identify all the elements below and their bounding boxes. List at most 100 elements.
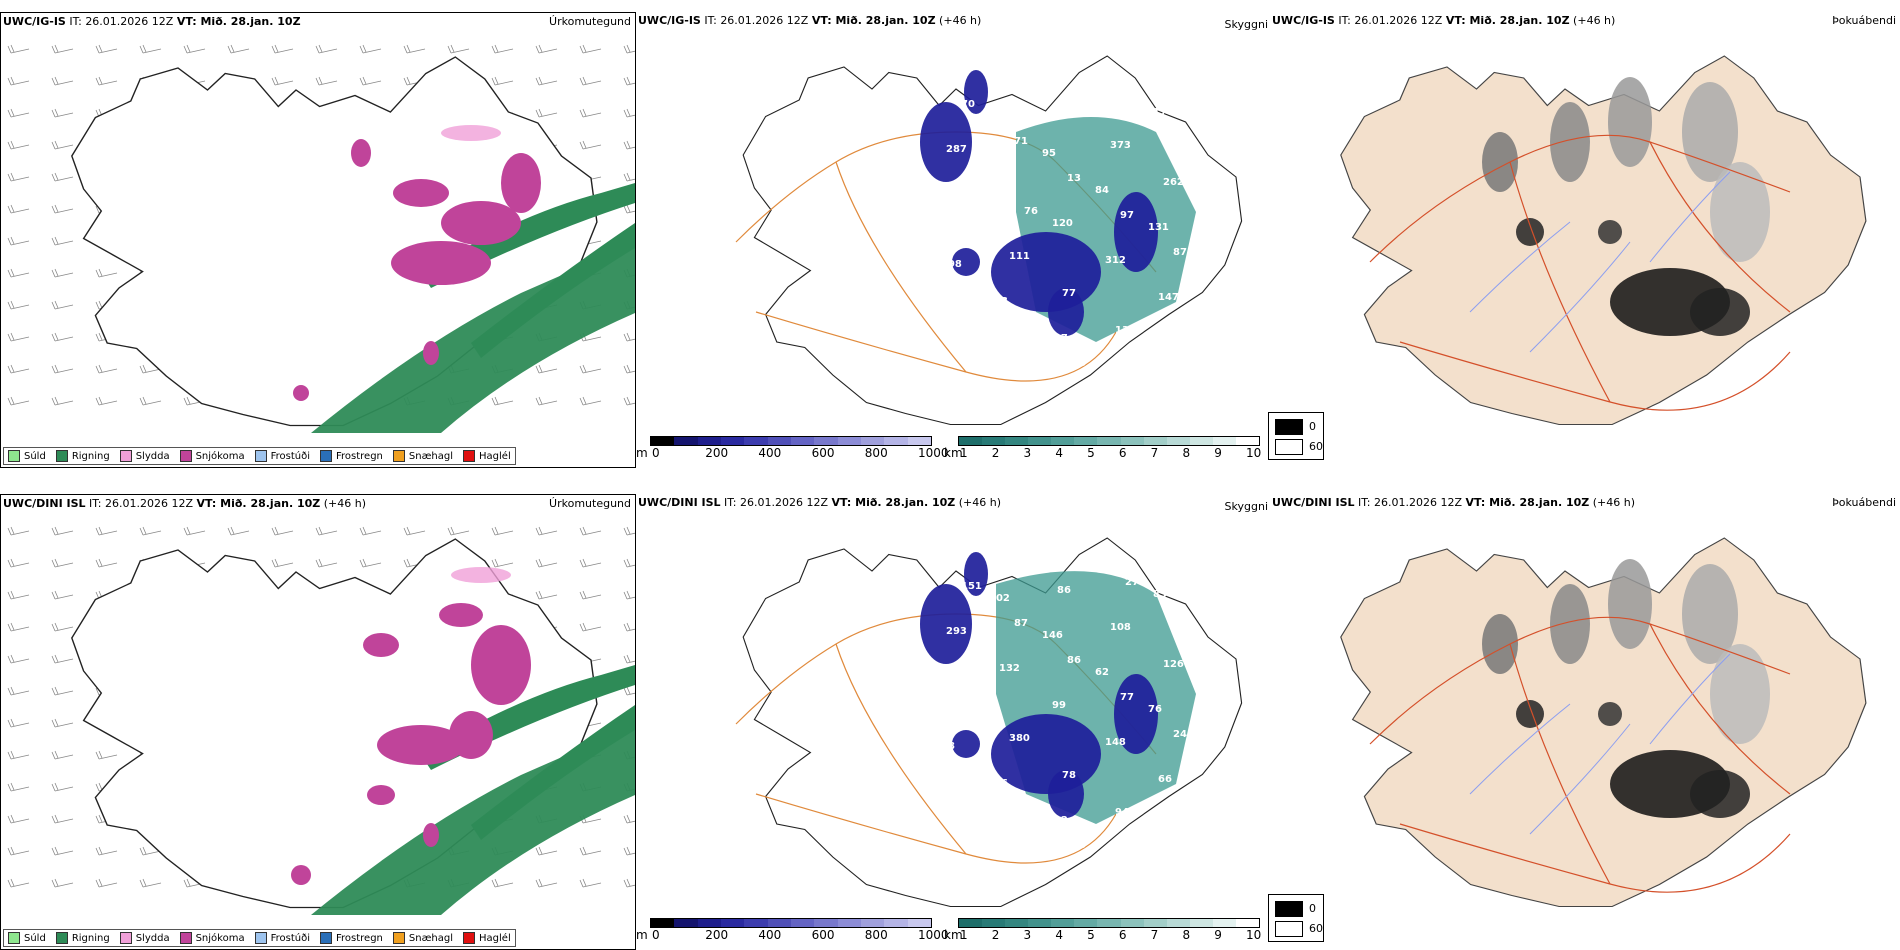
colorbar-tick: 2 — [991, 446, 1000, 460]
colorbar-tick: 9 — [1214, 446, 1222, 460]
colorbar-tick: 7 — [1150, 446, 1159, 460]
precip-map — [7, 526, 635, 915]
cloudbase-value: 120 — [1052, 218, 1073, 229]
colorbar-tick: 2 — [991, 928, 1000, 942]
cloudbase-value: 87 — [956, 696, 970, 707]
cloudbase-value: 293 — [946, 626, 967, 637]
colorbar-strip — [958, 918, 1260, 928]
legend-label: Snjókoma — [195, 932, 245, 944]
cloudbase-value: 77 — [1062, 288, 1076, 299]
legend-label: Frostregn — [336, 450, 383, 462]
cloudbase-value: 102 — [1047, 815, 1068, 826]
legend-label: Slydda — [135, 932, 170, 944]
colorbar-tick: 3 — [1023, 928, 1032, 942]
colorbar-tick: 400 — [758, 446, 782, 460]
cloudbase-value: 86 — [1057, 585, 1071, 596]
cloudbase-value: 94 — [1115, 807, 1129, 818]
legend-item: Frostregn — [320, 932, 383, 944]
cloudbase-value: 68 — [1168, 844, 1182, 855]
legend-swatch — [55, 932, 68, 944]
legend-swatch — [119, 450, 132, 462]
cloudbase-value: 215 — [1019, 803, 1040, 814]
cloud-title: Skyggni — [1224, 18, 1268, 31]
cloudbase-value: 8 — [966, 284, 973, 295]
cloudbase-value: 4 — [1019, 321, 1026, 332]
legend-swatch — [179, 450, 192, 462]
colorbar-tick: 400 — [758, 928, 782, 942]
cloudbase-value: 131 — [1148, 222, 1169, 233]
cloudbase-value: 71 — [1014, 136, 1028, 147]
cloudbase-value: 101 — [1004, 366, 1025, 377]
legend-item: Frostregn — [320, 450, 383, 462]
fog-header: UWC/IG-IS IT: 26.01.2026 12Z VT: Mið. 28… — [1272, 14, 1616, 27]
legend-label: Frostúði — [270, 932, 310, 944]
fog-panel-igis: UWC/IG-IS IT: 26.01.2026 12Z VT: Mið. 28… — [1270, 12, 1900, 466]
legend-item: Súld — [8, 450, 46, 462]
colorbar-tick: 0 — [652, 446, 660, 460]
cloudbase-value: 66 — [936, 74, 950, 85]
cloudbase-value: 170 — [1153, 107, 1174, 118]
cloudbase-value: 107 — [1047, 333, 1068, 344]
colorbar-tick: 10 — [1246, 928, 1262, 942]
colorbar-strip — [958, 436, 1260, 446]
cloudbase-value: 77 — [1120, 692, 1134, 703]
colorbar-tick: 1000 — [918, 928, 949, 942]
cloudbase-value: 18 — [971, 169, 985, 180]
model-name: UWC/IG-IS — [3, 15, 66, 28]
legend-item: Haglél — [463, 932, 511, 944]
cloudbase-value: 97 — [1120, 210, 1134, 221]
cloud-panel-igis: UWC/IG-IS IT: 26.01.2026 12Z VT: Mið. 28… — [636, 12, 1272, 466]
legend-item: Frostúði — [254, 932, 310, 944]
fog-legend: 0 60 — [1268, 894, 1324, 942]
legend-label: Haglél — [479, 450, 511, 462]
cloudbase-value: 87 — [1173, 247, 1187, 258]
colorbar-unit: km — [944, 928, 963, 942]
cloudbase-value: 63 — [936, 556, 950, 567]
cloudbase-value: 57 — [1125, 95, 1139, 106]
precip-panel-dini: UWC/DINI ISL IT: 26.01.2026 12Z VT: Mið.… — [0, 494, 636, 950]
legend-label: Frostregn — [336, 932, 383, 944]
colorbar-tick: 8 — [1182, 928, 1191, 942]
cloudbase-value: 56 — [1100, 370, 1114, 381]
legend-item: Frostúði — [254, 450, 310, 462]
colorbar-tick: 800 — [864, 446, 888, 460]
cloudbase-value: 66 — [1158, 774, 1172, 785]
colorbar-tick: 200 — [705, 446, 729, 460]
precip-header: UWC/IG-IS IT: 26.01.2026 12Z VT: Mið. 28… — [3, 15, 301, 28]
legend-label: Súld — [24, 932, 46, 944]
colorbar-unit: m — [636, 928, 648, 942]
colorbar-tick: 7 — [1150, 928, 1159, 942]
cloudbase-value: 83 — [1153, 589, 1167, 600]
cloudbase-value: 27 — [1125, 577, 1139, 588]
cloudbase-value: 56 — [1072, 358, 1086, 369]
colorbar-tick: 0 — [652, 928, 660, 942]
cloudbase-value: 287 — [946, 144, 967, 155]
colorbar-tick: 9 — [1214, 928, 1222, 942]
cloudbase-value: 151 — [961, 581, 982, 592]
cloudbase-value: 312 — [1105, 255, 1126, 266]
cloudbase-value: 147 — [1158, 292, 1179, 303]
precip-header: UWC/DINI ISL IT: 26.01.2026 12Z VT: Mið.… — [3, 497, 367, 510]
cloudbase-value: 62 — [1095, 667, 1109, 678]
colorbar-tick: 5 — [1087, 446, 1095, 460]
legend-swatch — [392, 932, 405, 944]
cloud-title: Skyggni — [1224, 500, 1268, 513]
cloudbase-value: 93 — [994, 296, 1008, 307]
legend-label: Frostúði — [270, 450, 310, 462]
legend-item: Rigning — [55, 450, 110, 462]
colorbar-tick: 3 — [1023, 446, 1032, 460]
cloud-map: 6666958413129893107561702876112031214710… — [735, 55, 1243, 426]
cloudbase-value: 300 — [956, 214, 977, 225]
cloudbase-value: 78 — [1062, 770, 1076, 781]
colorbar-tick: 5 — [1087, 928, 1095, 942]
cloud-header: UWC/IG-IS IT: 26.01.2026 12Z VT: Mið. 28… — [638, 14, 982, 27]
legend-item: Haglél — [463, 450, 511, 462]
colorbar-tick: 4 — [1055, 928, 1063, 942]
colorbar-tick: 600 — [811, 446, 835, 460]
precip-title: Úrkomutegund — [549, 497, 631, 510]
legend-swatch — [463, 932, 476, 944]
legend-item: Slydda — [119, 450, 170, 462]
cloud-map: 63 102 146 62 76 88 86 102 130 83 293 132 99 148 66 72 9… — [735, 537, 1243, 908]
legend-swatch — [179, 932, 192, 944]
colorbar-tick: 800 — [864, 928, 888, 942]
